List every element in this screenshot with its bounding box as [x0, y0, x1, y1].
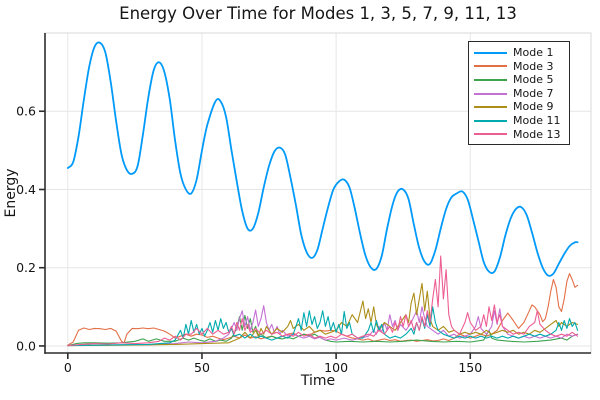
- y-tick-label: 0.2: [16, 260, 36, 275]
- series-mode-11: [67, 306, 579, 347]
- legend-line-icon: [474, 119, 507, 122]
- legend-entry-mode-11: Mode 11: [474, 114, 569, 128]
- legend-entry-mode-9: Mode 9: [474, 100, 569, 114]
- legend-label: Mode 13: [513, 127, 561, 141]
- x-axis-label: Time: [300, 373, 336, 389]
- x-tick-label: 50: [194, 360, 210, 375]
- y-tick-label: 0.0: [16, 338, 36, 353]
- legend-line-icon: [474, 78, 507, 81]
- legend: Mode 1 Mode 3 Mode 5 Mode 7 Mode 9 Mode 11 Mod…: [468, 41, 570, 146]
- legend-label: Mode 7: [513, 86, 554, 100]
- x-tick-label: 100: [324, 360, 348, 375]
- legend-line-icon: [474, 51, 507, 54]
- series-mode-1: [66, 41, 579, 277]
- x-tick-label: 0: [64, 360, 72, 375]
- series-mode-13: [67, 255, 579, 347]
- legend-entry-mode-1: Mode 1: [474, 46, 569, 60]
- y-tick-label: 0.6: [16, 104, 36, 119]
- series-mode-9: [67, 282, 579, 347]
- series-mode-5: [67, 314, 579, 347]
- legend-label: Mode 9: [513, 100, 554, 114]
- y-tick-label: 0.4: [16, 182, 36, 197]
- legend-label: Mode 11: [513, 113, 561, 127]
- legend-label: Mode 3: [513, 59, 554, 73]
- legend-label: Mode 1: [513, 46, 554, 59]
- y-axis-label: Energy: [3, 168, 19, 218]
- legend-entry-mode-13: Mode 13: [474, 128, 569, 142]
- x-tick-label: 150: [458, 360, 482, 375]
- legend-line-icon: [474, 106, 507, 109]
- legend-line-icon: [474, 65, 507, 68]
- legend-label: Mode 5: [513, 73, 554, 87]
- chart-title: Energy Over Time for Modes 1, 3, 5, 7, 9…: [119, 4, 517, 23]
- series-mode-7: [67, 305, 579, 347]
- legend-line-icon: [474, 92, 507, 95]
- legend-entry-mode-5: Mode 5: [474, 73, 569, 87]
- legend-entry-mode-3: Mode 3: [474, 60, 569, 74]
- series-mode-3: [67, 273, 579, 346]
- legend-line-icon: [474, 133, 507, 136]
- legend-entry-mode-7: Mode 7: [474, 87, 569, 101]
